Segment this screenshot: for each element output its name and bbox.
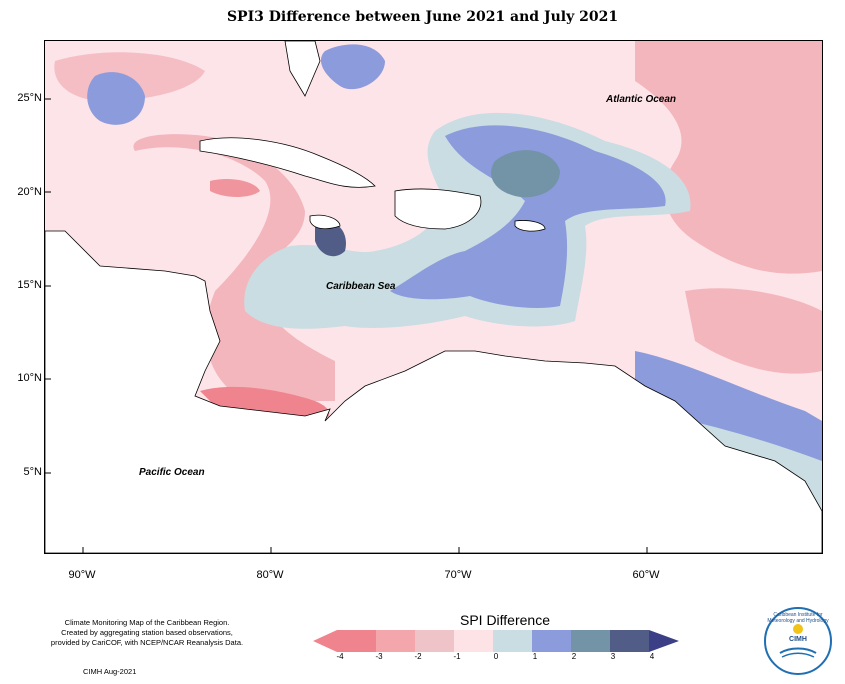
legend-swatch-3: [610, 630, 649, 652]
legend-tick: 4: [649, 652, 655, 661]
label-pacific-ocean: Pacific Ocean: [139, 467, 205, 478]
legend-swatch-minus2: [415, 630, 454, 652]
credit-text: Climate Monitoring Map of the Caribbean …: [32, 618, 262, 648]
legend-tick: -4: [336, 652, 344, 661]
credit-line: provided by CariCOF, with NCEP/NCAR Rean…: [50, 638, 244, 647]
dry-anomaly-region: [133, 134, 335, 401]
credit-line: Created by aggregating station based obs…: [61, 628, 233, 637]
legend-tick: 3: [610, 652, 616, 661]
legend-swatch-gt-4: [649, 630, 679, 652]
cimh-logo: Caribbean Institute for Meteorology and …: [764, 607, 832, 675]
legend-tick: -1: [453, 652, 461, 661]
lon-label-60: 60°W: [632, 569, 660, 581]
lat-label-5: 5°N: [23, 466, 42, 478]
wet-anomaly-core: [390, 125, 666, 308]
legend-swatch-1: [532, 630, 571, 652]
cuba-land: [199, 137, 376, 188]
legend-tick: -2: [414, 652, 422, 661]
strong-wet-anomaly: [491, 150, 560, 198]
florida-land: [284, 41, 321, 97]
lat-label-20: 20°N: [17, 186, 42, 198]
legend-swatch-0: [493, 630, 532, 652]
strong-wet-anomaly-jamaica: [315, 220, 346, 257]
legend-tick: 1: [532, 652, 538, 661]
map-panel: [44, 40, 823, 554]
logo-arc-text: Caribbean Institute for Meteorology and …: [767, 612, 829, 624]
sun-icon: [779, 624, 817, 658]
lat-label-10: 10°N: [17, 372, 42, 384]
legend-swatch-2: [571, 630, 610, 652]
legend-colorbar: [313, 630, 679, 652]
label-atlantic-ocean: Atlantic Ocean: [606, 94, 677, 105]
legend-tick: -3: [375, 652, 383, 661]
legend-tick: 0: [493, 652, 499, 661]
map-title: SPI3 Difference between June 2021 and Ju…: [226, 9, 619, 25]
wet-anomaly-bahamas: [320, 44, 385, 90]
hispaniola-land: [394, 188, 482, 230]
legend-title: SPI Difference: [459, 612, 550, 628]
dry-anomaly-east: [685, 288, 822, 374]
logo-text: CIMH: [789, 636, 807, 643]
dry-anomaly-atlantic: [635, 41, 822, 274]
legend-swatch-minus3: [376, 630, 415, 652]
lat-label-15: 15°N: [17, 279, 42, 291]
legend-swatch-minus4: [337, 630, 376, 652]
lat-label-25: 25°N: [17, 92, 42, 104]
strong-dry-anomaly-region: [200, 386, 330, 421]
lon-label-80: 80°W: [256, 569, 284, 581]
credit-line: Climate Monitoring Map of the Caribbean …: [64, 618, 230, 627]
dry-anomaly-cuba: [210, 179, 260, 197]
jamaica-land: [309, 214, 341, 230]
lon-label-90: 90°W: [68, 569, 96, 581]
lon-label-70: 70°W: [444, 569, 472, 581]
legend-tick: 2: [571, 652, 577, 661]
legend-swatch-minus1: [454, 630, 493, 652]
mainland-land: [45, 230, 822, 553]
wet-anomaly-gulf: [87, 72, 145, 125]
credit-date: CIMH Aug-2021: [83, 667, 137, 676]
label-caribbean-sea: Caribbean Sea: [326, 281, 396, 292]
map-svg: [45, 41, 822, 553]
legend-swatch-lt-minus4: [313, 630, 337, 652]
puerto-rico-land: [514, 220, 546, 232]
